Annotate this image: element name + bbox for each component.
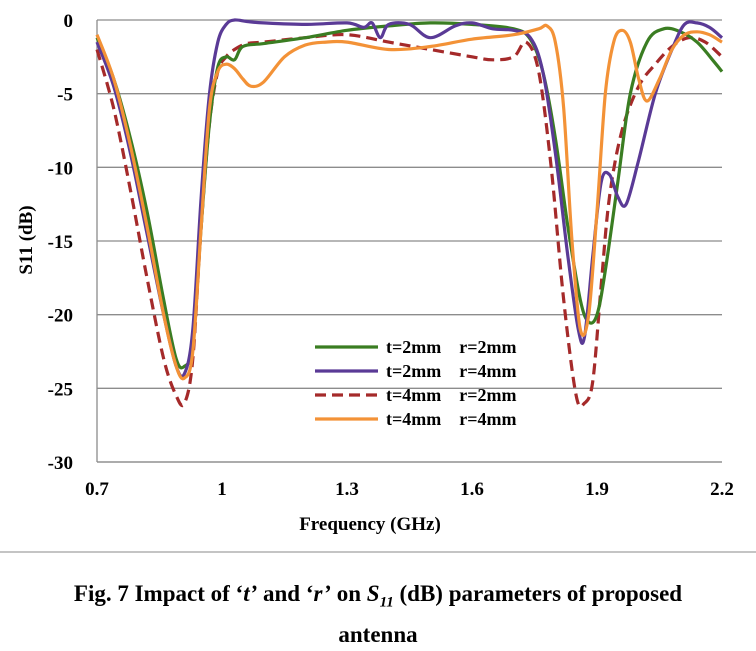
legend-label: t=2mm r=4mm <box>386 361 516 381</box>
x-tick-label: 2.2 <box>710 479 734 500</box>
legend: t=2mm r=2mm t=2mm r=4mm t=4mm r=2mm t=4mm r… <box>315 337 516 429</box>
caption-text: Fig. 7 Impact of ‘ <box>73 581 244 606</box>
y-tick-label: -15 <box>48 232 73 253</box>
series-line-2 <box>95 18 724 379</box>
caption-t: t’ <box>243 581 258 606</box>
caption-line-2: antenna <box>338 621 418 647</box>
series-layer <box>95 18 724 409</box>
x-tick-label: 1 <box>217 479 227 500</box>
s11-chart: 0.7 1 1.3 1.6 1.9 2.2 0 -5 -10 -15 -20 -25 -30 Freq… <box>0 11 756 553</box>
x-tick-label: 1.3 <box>335 479 359 500</box>
caption-text: (dB) parameters of proposed <box>393 581 683 606</box>
x-tick-label: 0.7 <box>85 479 109 500</box>
caption-r: r’ <box>313 581 331 606</box>
y-tick-label: -10 <box>48 158 73 179</box>
y-tick-label: 0 <box>64 11 74 32</box>
plot-area <box>96 20 722 463</box>
legend-label: t=2mm r=2mm <box>386 337 516 357</box>
y-axis-label: S11 (dB) <box>16 205 37 274</box>
x-tick-label: 1.9 <box>585 479 609 500</box>
y-tick-label: -20 <box>48 306 73 327</box>
legend-label: t=4mm r=4mm <box>386 409 516 429</box>
figure-caption: Fig. 7 Impact of ‘t’ and ‘r’ on S11 (dB)… <box>0 578 756 651</box>
legend-label: t=4mm r=2mm <box>386 385 516 405</box>
caption-line-1: Fig. 7 Impact of ‘t’ and ‘r’ on S11 (dB)… <box>0 578 756 619</box>
y-tick-labels: 0 -5 -10 -15 -20 -25 -30 <box>48 11 73 474</box>
series-line-4 <box>95 23 723 381</box>
caption-s-subscript: 11 <box>379 594 394 611</box>
y-tick-label: -5 <box>57 85 73 106</box>
y-tick-label: -30 <box>48 453 73 474</box>
x-tick-label: 1.6 <box>460 479 484 500</box>
caption-text: and ‘ <box>257 581 314 606</box>
x-tick-labels: 0.7 1 1.3 1.6 1.9 2.2 <box>85 479 734 500</box>
series-line-1 <box>95 21 724 370</box>
caption-text: on <box>330 581 367 606</box>
x-axis-label: Frequency (GHz) <box>299 514 441 535</box>
y-tick-label: -25 <box>48 379 73 400</box>
caption-s-symbol: S <box>366 581 380 606</box>
series-line-3 <box>95 32 724 409</box>
